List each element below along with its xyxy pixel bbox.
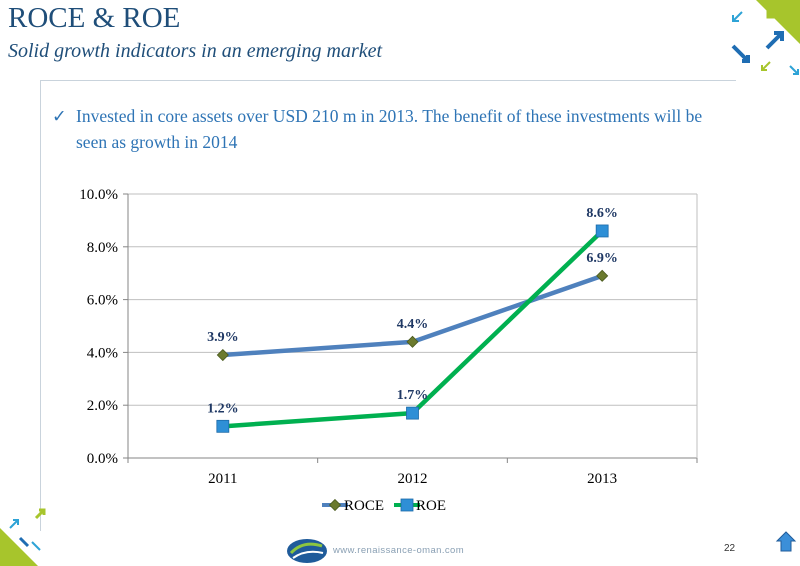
footer-url[interactable]: www.renaissance-oman.com xyxy=(333,545,465,556)
legend-marker-roe xyxy=(400,498,414,512)
legend-marker-roce xyxy=(328,498,342,512)
x-tick-label: 2013 xyxy=(587,471,617,487)
bullet-text: Invested in core assets over USD 210 m i… xyxy=(76,106,703,152)
data-label-roce: 4.4% xyxy=(397,317,429,332)
data-point-roce xyxy=(216,348,229,362)
corner-arrows-bottom-left-icon xyxy=(0,508,46,566)
data-point-roce xyxy=(596,269,609,282)
page-number: 22 xyxy=(724,543,736,554)
legend-label-roe: ROE xyxy=(416,498,446,514)
x-axis: 2011 2012 2013 xyxy=(127,194,698,487)
company-logo xyxy=(287,539,327,563)
y-tick-label: 8.0% xyxy=(87,240,118,256)
x-tick-label: 2011 xyxy=(208,471,237,487)
legend-label-roce: ROCE xyxy=(344,498,384,514)
data-label-roe: 8.6% xyxy=(586,206,618,221)
y-tick-label: 2.0% xyxy=(87,398,118,414)
x-tick-label: 2012 xyxy=(398,471,428,487)
home-nav-button[interactable] xyxy=(775,531,797,552)
page-subtitle: Solid growth indicators in an emerging m… xyxy=(8,40,383,62)
page-title: ROCE & ROE xyxy=(8,2,181,34)
data-point-roe xyxy=(595,224,609,238)
data-point-roce xyxy=(406,335,419,348)
chart-legend: ROCE ROE xyxy=(322,498,446,514)
bullet-point: ✓ Invested in core assets over USD 210 m… xyxy=(52,103,712,155)
y-tick-label: 10.0% xyxy=(79,187,118,203)
y-tick-label: 0.0% xyxy=(87,451,118,467)
checkmark-icon: ✓ xyxy=(52,106,67,126)
data-label-roe: 1.7% xyxy=(397,388,429,403)
data-label-roe: 1.2% xyxy=(207,401,239,416)
data-point-roe xyxy=(406,406,419,420)
data-label-roce: 3.9% xyxy=(207,330,239,345)
y-tick-label: 6.0% xyxy=(87,293,118,309)
chart-series: 3.9% 4.4% 6.9% 1.2% 1.7% 8.6% xyxy=(207,206,618,433)
y-axis: 0.0% 2.0% 4.0% 6.0% 8.0% 10.0% xyxy=(79,187,129,467)
content-frame xyxy=(40,80,736,531)
corner-arrows-top-right-icon xyxy=(731,0,800,75)
data-label-roce: 6.9% xyxy=(586,251,618,266)
data-point-roe xyxy=(216,419,230,433)
y-tick-label: 4.0% xyxy=(87,345,118,361)
